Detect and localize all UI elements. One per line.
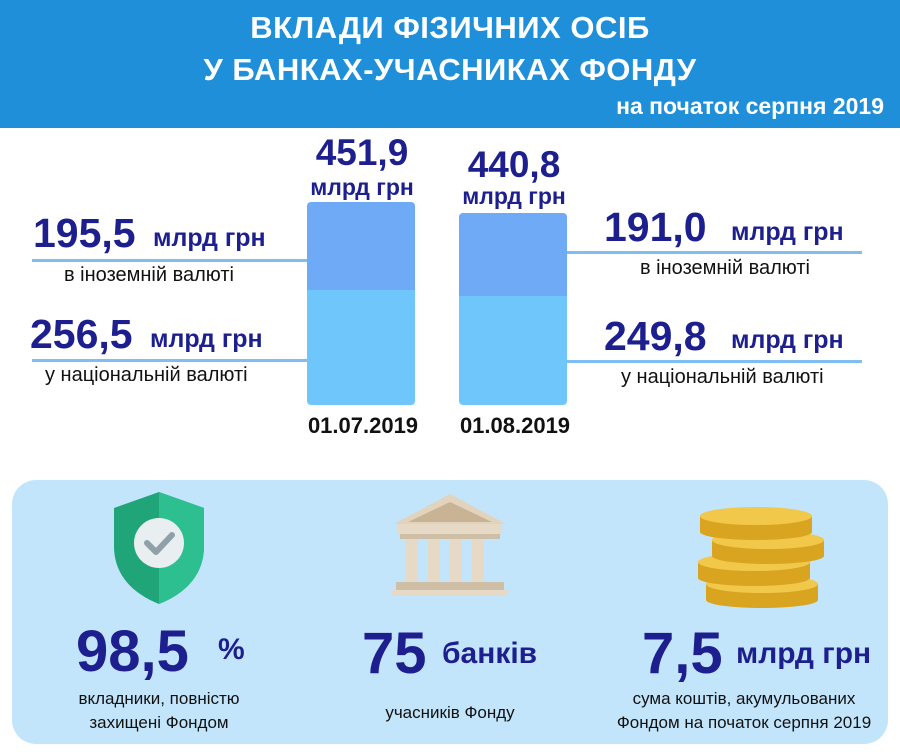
- foreign-value-label: 195,5: [33, 210, 136, 256]
- connector-line-foreign-right: [565, 251, 862, 254]
- stat-value-depositors: 98,5: [76, 619, 189, 684]
- coins-stack-icon: [698, 507, 824, 608]
- x-tick-label: 01.07.2019: [307, 413, 419, 438]
- national-caption: у національній валюті: [45, 364, 248, 386]
- bar-01-08-2019: [459, 213, 567, 405]
- connector-line-national-left: [32, 359, 310, 362]
- connector-line-foreign-left: [32, 259, 310, 262]
- title-line-2: У БАНКАХ-УЧАСНИКАХ ФОНДУ: [203, 52, 697, 87]
- stat-caption-line: захищені Фондом: [89, 713, 229, 732]
- stat-value-fund: 7,5: [642, 621, 723, 686]
- header-banner: ВКЛАДИ ФІЗИЧНИХ ОСІБ У БАНКАХ-УЧАСНИКАХ …: [0, 0, 900, 128]
- stat-unit-fund: млрд грн: [736, 637, 872, 670]
- national-caption: у національній валюті: [621, 366, 824, 388]
- national-unit-label: млрд грн: [150, 325, 263, 353]
- stat-caption-line: учасників Фонду: [385, 703, 515, 722]
- stat-caption-line: Фондом на початок серпня 2019: [616, 713, 872, 732]
- stat-caption-line: вкладники, повністю: [78, 689, 240, 708]
- x-tick-label: 01.08.2019: [459, 413, 571, 438]
- foreign-value-label: 191,0: [604, 204, 707, 250]
- foreign-caption: в іноземній валюті: [64, 264, 234, 286]
- foreign-unit-label: млрд грн: [731, 218, 844, 246]
- total-unit-label: млрд грн: [462, 183, 566, 209]
- stat-caption-line: сума коштів, акумульованих: [632, 689, 856, 708]
- stat-value-banks: 75: [362, 621, 427, 686]
- bar-segment-foreign: [307, 202, 415, 290]
- title-line-1: ВКЛАДИ ФІЗИЧНИХ ОСІБ: [250, 10, 650, 45]
- bar-01-07-2019: [307, 202, 415, 405]
- bank-building-icon: [392, 494, 508, 596]
- total-value-label: 451,9: [315, 132, 409, 173]
- bar-segment-national: [307, 290, 415, 405]
- shield-check-icon: [114, 492, 204, 604]
- connector-line-national-right: [565, 360, 862, 363]
- stat-unit-percent: %: [218, 633, 245, 666]
- national-value-label: 256,5: [30, 311, 133, 357]
- foreign-unit-label: млрд грн: [153, 224, 266, 252]
- bar-segment-foreign: [459, 213, 567, 296]
- subtitle: на початок серпня 2019: [616, 93, 884, 119]
- total-unit-label: млрд грн: [310, 174, 414, 200]
- national-value-label: 249,8: [604, 313, 707, 359]
- stat-unit-banks: банків: [442, 637, 538, 670]
- bar-segment-national: [459, 296, 567, 405]
- national-unit-label: млрд грн: [731, 326, 844, 354]
- total-value-label: 440,8: [467, 144, 561, 185]
- foreign-caption: в іноземній валюті: [640, 257, 810, 279]
